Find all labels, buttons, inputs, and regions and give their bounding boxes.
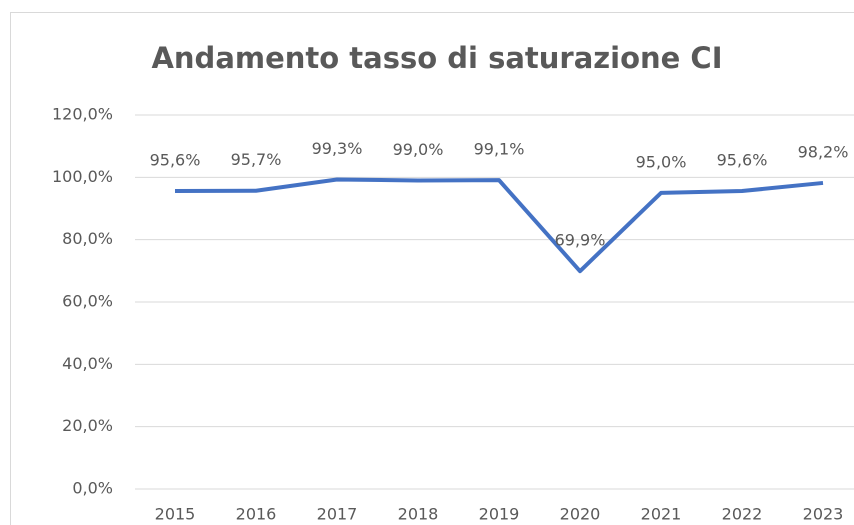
- y-tick-label: 120,0%: [52, 105, 113, 124]
- x-tick-label: 2016: [236, 505, 277, 524]
- y-tick-label: 100,0%: [52, 167, 113, 186]
- x-tick-label: 2023: [803, 505, 844, 524]
- data-label: 99,1%: [474, 140, 525, 159]
- x-tick-label: 2019: [479, 505, 520, 524]
- y-tick-label: 20,0%: [62, 416, 113, 435]
- data-label: 99,3%: [312, 139, 363, 158]
- y-tick-label: 60,0%: [62, 292, 113, 311]
- data-label: 99,0%: [393, 140, 444, 159]
- x-tick-label: 2022: [722, 505, 763, 524]
- chart-frame: [10, 12, 854, 525]
- y-tick-label: 40,0%: [62, 354, 113, 373]
- x-tick-label: 2015: [155, 505, 196, 524]
- x-tick-label: 2020: [560, 505, 601, 524]
- chart-title: Andamento tasso di saturazione CI: [151, 41, 722, 75]
- x-tick-label: 2017: [317, 505, 358, 524]
- data-label: 98,2%: [798, 142, 849, 161]
- data-label: 95,0%: [636, 152, 687, 171]
- x-tick-label: 2021: [641, 505, 682, 524]
- y-tick-label: 80,0%: [62, 229, 113, 248]
- data-label: 95,6%: [150, 151, 201, 170]
- y-tick-label: 0,0%: [72, 479, 113, 498]
- data-label: 69,9%: [555, 231, 606, 250]
- data-label: 95,6%: [717, 151, 768, 170]
- data-line: [174, 177, 824, 274]
- x-tick-label: 2018: [398, 505, 439, 524]
- data-label: 95,7%: [231, 150, 282, 169]
